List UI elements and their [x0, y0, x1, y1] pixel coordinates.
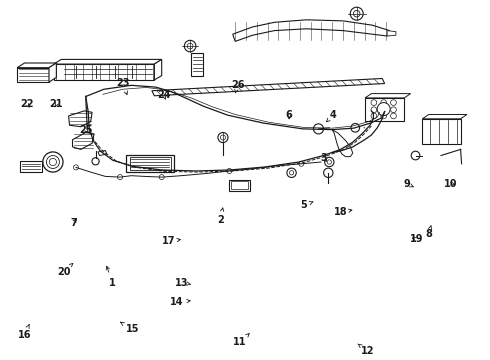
- Polygon shape: [387, 31, 396, 36]
- Circle shape: [327, 160, 331, 164]
- Text: 3: 3: [320, 153, 327, 163]
- Circle shape: [74, 165, 78, 170]
- Circle shape: [159, 175, 164, 180]
- Circle shape: [290, 171, 294, 175]
- Polygon shape: [17, 63, 56, 68]
- Circle shape: [391, 107, 396, 113]
- Circle shape: [47, 156, 59, 168]
- Circle shape: [381, 107, 387, 113]
- Circle shape: [323, 168, 333, 177]
- Circle shape: [381, 113, 387, 119]
- Circle shape: [92, 158, 99, 165]
- Circle shape: [377, 103, 390, 116]
- Text: 24: 24: [157, 90, 171, 100]
- Polygon shape: [422, 114, 467, 119]
- Circle shape: [43, 152, 63, 172]
- Polygon shape: [152, 78, 385, 96]
- Text: 11: 11: [233, 334, 249, 347]
- Polygon shape: [17, 68, 49, 82]
- Circle shape: [220, 135, 225, 140]
- Text: 26: 26: [231, 80, 245, 93]
- Polygon shape: [54, 59, 162, 64]
- Polygon shape: [229, 180, 250, 191]
- Text: 17: 17: [162, 236, 180, 246]
- Text: 8: 8: [425, 226, 432, 239]
- Text: 15: 15: [121, 322, 139, 334]
- Text: 19: 19: [410, 234, 423, 244]
- Circle shape: [353, 10, 360, 17]
- Circle shape: [371, 100, 377, 105]
- Polygon shape: [191, 53, 203, 76]
- Circle shape: [184, 40, 196, 52]
- Polygon shape: [422, 119, 461, 144]
- Text: 10: 10: [444, 179, 458, 189]
- Text: 13: 13: [174, 278, 191, 288]
- Polygon shape: [69, 111, 92, 127]
- Polygon shape: [126, 155, 174, 172]
- Text: 16: 16: [18, 324, 31, 340]
- Polygon shape: [73, 132, 94, 149]
- Text: 2: 2: [217, 208, 224, 225]
- Text: 6: 6: [286, 110, 293, 120]
- Text: 4: 4: [326, 110, 337, 122]
- Text: 18: 18: [334, 207, 352, 217]
- Circle shape: [118, 175, 122, 180]
- Polygon shape: [98, 150, 107, 156]
- Circle shape: [287, 168, 296, 177]
- Circle shape: [391, 100, 396, 105]
- Polygon shape: [49, 63, 56, 82]
- Circle shape: [371, 107, 377, 113]
- Circle shape: [324, 157, 334, 167]
- Text: 20: 20: [57, 264, 73, 277]
- Polygon shape: [20, 161, 42, 172]
- Polygon shape: [130, 157, 171, 170]
- Circle shape: [381, 100, 387, 105]
- Text: 7: 7: [70, 218, 77, 228]
- Circle shape: [391, 113, 396, 119]
- Polygon shape: [54, 64, 154, 80]
- Circle shape: [227, 168, 232, 174]
- Text: 23: 23: [116, 78, 129, 95]
- Text: 25: 25: [79, 125, 93, 135]
- Text: 12: 12: [358, 344, 374, 356]
- Text: 21: 21: [49, 99, 63, 109]
- Polygon shape: [365, 94, 411, 98]
- Circle shape: [351, 123, 360, 132]
- Polygon shape: [231, 181, 248, 189]
- Polygon shape: [233, 20, 390, 41]
- Circle shape: [218, 132, 228, 143]
- Circle shape: [411, 151, 420, 160]
- Text: 5: 5: [300, 200, 313, 210]
- Text: 1: 1: [106, 266, 116, 288]
- Polygon shape: [154, 59, 162, 80]
- Circle shape: [314, 124, 323, 134]
- Text: 14: 14: [170, 297, 190, 307]
- Circle shape: [371, 113, 377, 119]
- Text: 9: 9: [403, 179, 413, 189]
- Circle shape: [299, 161, 304, 166]
- Circle shape: [49, 158, 56, 166]
- Text: 22: 22: [20, 99, 34, 109]
- Circle shape: [187, 43, 193, 49]
- Circle shape: [350, 7, 363, 20]
- Polygon shape: [365, 98, 404, 121]
